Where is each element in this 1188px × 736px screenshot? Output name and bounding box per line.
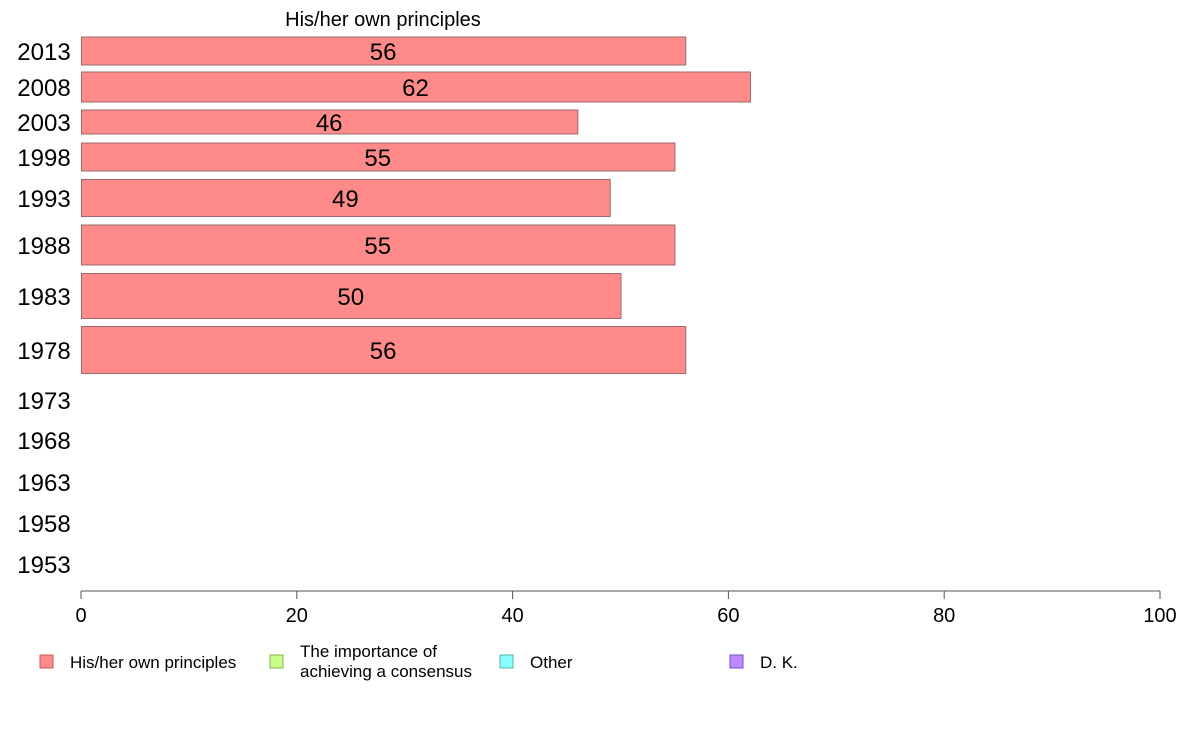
bar-1983 <box>81 273 622 319</box>
bar-1978 <box>81 326 687 374</box>
bar-2003 <box>81 109 579 135</box>
legend-label-2-line-1: The importance of <box>300 642 437 661</box>
bar-value-label-1978: 56 <box>370 338 397 365</box>
year-label-1998: 1998 <box>17 145 70 172</box>
year-label-1963: 1963 <box>17 470 70 497</box>
legend-swatch-3 <box>499 654 514 669</box>
legend-label-3: Other <box>530 653 573 672</box>
legend: His/her own principles The importance ofa… <box>39 642 798 681</box>
chart-title: His/her own principles <box>285 9 481 31</box>
legend-label-2-line-2: achieving a consensus <box>300 662 472 681</box>
bar-value-label-1988: 55 <box>364 233 391 260</box>
year-label-1988: 1988 <box>17 233 70 260</box>
bar-value-label-2008: 62 <box>402 75 429 102</box>
bar-1988 <box>81 224 676 266</box>
bar-1998 <box>81 142 676 172</box>
bar-value-label-1983: 50 <box>337 284 364 311</box>
year-label-1993: 1993 <box>17 186 70 213</box>
legend-swatch-1 <box>39 654 54 669</box>
legend-swatch-2 <box>269 654 284 669</box>
year-label-2013: 2013 <box>17 39 70 66</box>
x-tick-label-100: 100 <box>1143 605 1176 627</box>
bar-value-label-1998: 55 <box>364 145 391 172</box>
legend-swatch-4 <box>729 654 744 669</box>
bar-2013 <box>81 36 687 66</box>
bar-1993 <box>81 179 611 217</box>
year-label-1968: 1968 <box>17 428 70 455</box>
x-tick-label-20: 20 <box>286 605 308 627</box>
bar-value-label-2013: 56 <box>370 39 397 66</box>
year-label-1953: 1953 <box>17 552 70 579</box>
x-tick-label-60: 60 <box>717 605 739 627</box>
legend-label-1: His/her own principles <box>70 653 236 672</box>
year-label-2003: 2003 <box>17 110 70 137</box>
x-tick-label-40: 40 <box>501 605 523 627</box>
x-tick-label-80: 80 <box>933 605 955 627</box>
bar-value-label-1993: 49 <box>332 186 359 213</box>
legend-label-4: D. K. <box>760 653 798 672</box>
year-label-1978: 1978 <box>17 338 70 365</box>
bar-2008 <box>81 71 751 103</box>
year-label-1973: 1973 <box>17 388 70 415</box>
x-axis: 0 20 40 60 80 100 <box>75 590 1177 627</box>
year-labels: 2013 2008 2003 1998 1993 1988 1983 1978 1973 1968… <box>17 39 70 579</box>
bar-value-label-2003: 46 <box>316 110 343 137</box>
year-label-2008: 2008 <box>17 75 70 102</box>
x-tick-label-0: 0 <box>75 605 86 627</box>
year-label-1958: 1958 <box>17 511 70 538</box>
year-label-1983: 1983 <box>17 284 70 311</box>
